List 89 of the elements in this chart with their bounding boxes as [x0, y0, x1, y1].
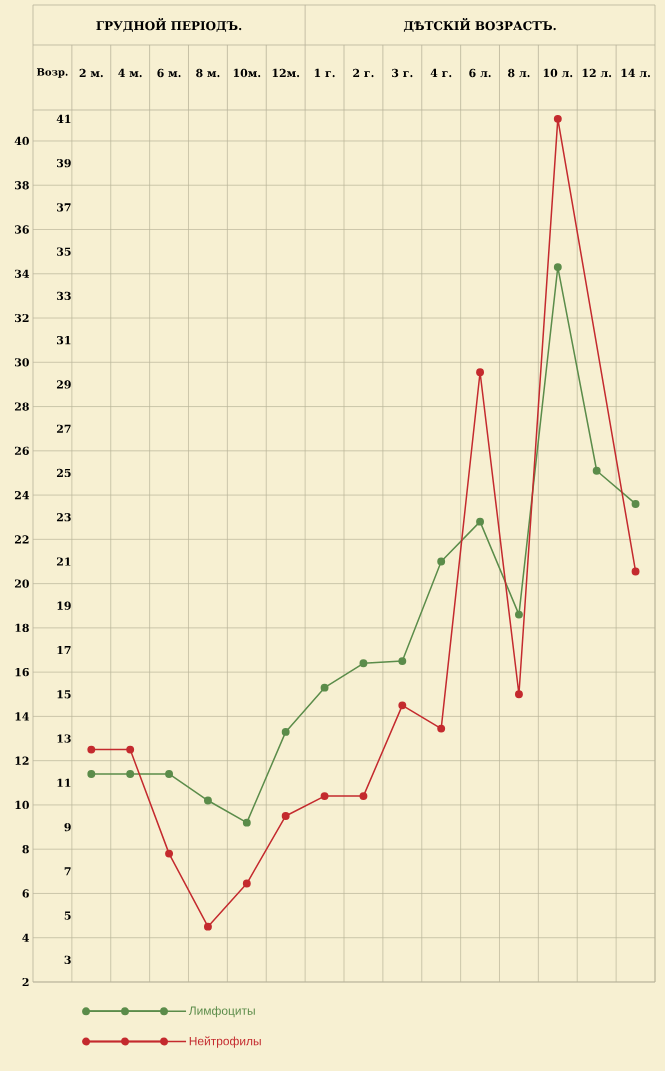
text: ГРУДНОЙ ПЕРІОДЪ.	[96, 18, 242, 32]
x-tick-label: 3 г.	[392, 68, 413, 78]
y2-tick-label: 11	[57, 778, 71, 787]
point	[87, 745, 96, 754]
point	[87, 770, 96, 778]
point	[242, 818, 251, 827]
y-tick-label: 40	[14, 136, 29, 146]
point	[592, 466, 601, 475]
point	[242, 879, 251, 888]
y2-tick-label: 25	[56, 468, 71, 478]
legend-label: Нейтрофилы	[189, 1036, 261, 1048]
y-tick-label: 18	[15, 623, 29, 633]
point	[553, 263, 562, 272]
y2-tick-label: 39	[57, 158, 71, 168]
x-tick-label: 2 м.	[79, 68, 103, 78]
y2-tick-label: 21	[56, 557, 71, 566]
y-tick-label: 24	[14, 491, 30, 500]
y2-tick-label: 3	[64, 955, 71, 964]
x-tick-label: 8 л.	[508, 68, 530, 78]
text: ДѢТСКІЙ ВОЗРАСТЪ.	[403, 18, 556, 32]
y-tick-label: 36	[15, 225, 29, 234]
x-tick-label: 8 м.	[196, 68, 220, 78]
x-tick-label: 6 л.	[469, 68, 491, 78]
x-tick-label: 10 л.	[543, 68, 573, 78]
y2-tick-label: 15	[57, 690, 71, 699]
point	[126, 770, 135, 778]
y2-tick-label: 13	[57, 734, 71, 743]
y2-tick-label: 37	[57, 203, 71, 212]
point	[359, 792, 368, 801]
y-tick-label: 8	[22, 845, 29, 854]
point	[476, 368, 485, 377]
y-tick-label: 22	[14, 535, 29, 544]
point	[203, 796, 212, 805]
point	[320, 792, 329, 801]
point	[203, 922, 212, 931]
y-tick-label: 6	[22, 889, 29, 898]
point	[514, 610, 523, 619]
x-tick-label: 10м.	[233, 68, 261, 78]
point	[165, 770, 174, 778]
point	[165, 849, 174, 858]
x-tick-label: 6 м.	[157, 68, 181, 78]
x-tick-label: 2 г.	[353, 68, 374, 78]
y2-tick-label: 27	[56, 424, 71, 433]
point	[631, 499, 640, 508]
y-tick-label: 20	[14, 579, 29, 588]
y-tick-label: 2	[22, 977, 29, 987]
y-tick-label: 10	[15, 800, 29, 810]
y-tick-label: 16	[15, 668, 29, 677]
y2-tick-label: 33	[57, 291, 71, 301]
x-tick-label: 4 м.	[118, 68, 142, 78]
y2-tick-label: 17	[57, 645, 71, 655]
y-tick-label: 30	[15, 358, 29, 367]
y2-tick-label: 23	[56, 513, 71, 522]
y2-tick-label: 19	[57, 601, 71, 610]
x-tick-label: 12 л.	[582, 68, 612, 78]
point	[320, 683, 329, 692]
y-tick-label: 14	[15, 712, 30, 721]
point	[398, 657, 407, 666]
y2-tick-label: 31	[57, 336, 71, 345]
y-tick-label: 28	[14, 402, 29, 411]
point	[514, 690, 523, 699]
x-tick-label: 1 г.	[314, 68, 335, 78]
x-tick-label: 14 л.	[621, 68, 650, 78]
point	[398, 701, 407, 710]
point	[281, 727, 290, 736]
y2-tick-label: 7	[64, 867, 71, 876]
point	[359, 659, 368, 668]
y2-tick-label: 5	[64, 911, 71, 920]
point	[437, 724, 446, 733]
y2-tick-label: 41	[56, 114, 71, 123]
point	[126, 745, 135, 754]
y-tick-label: 32	[15, 313, 29, 323]
y2-tick-label: 35	[57, 247, 71, 256]
point	[553, 114, 562, 123]
x-axis-title: Возр.	[36, 68, 68, 78]
point	[437, 557, 446, 566]
x-tick-label: 4 г.	[430, 68, 452, 78]
y-tick-label: 38	[15, 181, 29, 190]
y-tick-label: 34	[15, 269, 30, 278]
legend-label: Лимфоциты	[188, 1006, 255, 1018]
y2-tick-label: 9	[64, 822, 71, 832]
y-tick-label: 4	[22, 933, 30, 942]
y2-tick-label: 29	[56, 380, 71, 389]
point	[631, 567, 640, 576]
y-tick-label: 12	[15, 756, 29, 765]
point	[281, 812, 290, 820]
y-tick-label: 26	[14, 446, 29, 455]
x-tick-label: 12м.	[272, 68, 300, 78]
point	[476, 517, 485, 526]
